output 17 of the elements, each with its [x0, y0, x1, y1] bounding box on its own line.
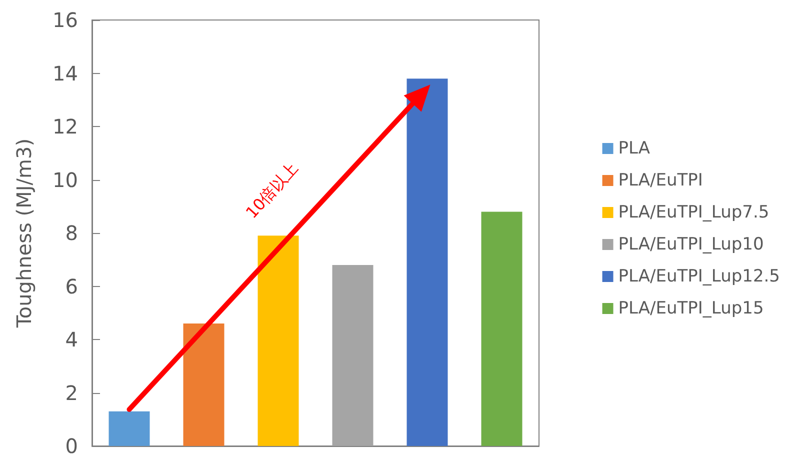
y-tick-label: 14 [52, 61, 78, 86]
y-tick-label: 16 [52, 8, 78, 32]
legend-label: PLA/EuTPI_Lup15 [618, 298, 764, 318]
y-tick-label: 12 [52, 114, 78, 138]
legend-label: PLA/EuTPI_Lup10 [618, 234, 764, 254]
y-tick-label: 4 [65, 328, 78, 352]
legend-label: PLA/EuTPI_Lup12.5 [618, 266, 780, 286]
y-axis-title: Toughness (MJ/m3) [12, 138, 36, 328]
annotation: 10倍以上 [242, 158, 302, 222]
legend-label: PLA [618, 138, 650, 158]
y-tick-label: 8 [65, 221, 78, 245]
legend-label: PLA/EuTPI [618, 170, 703, 190]
y-tick-label: 10 [52, 168, 78, 192]
y-tick-label: 6 [65, 274, 78, 298]
y-tick-label: 2 [65, 380, 78, 405]
y-tick-label: 0 [65, 434, 78, 457]
legend-label: PLA/EuTPI_Lup7.5 [618, 202, 770, 222]
